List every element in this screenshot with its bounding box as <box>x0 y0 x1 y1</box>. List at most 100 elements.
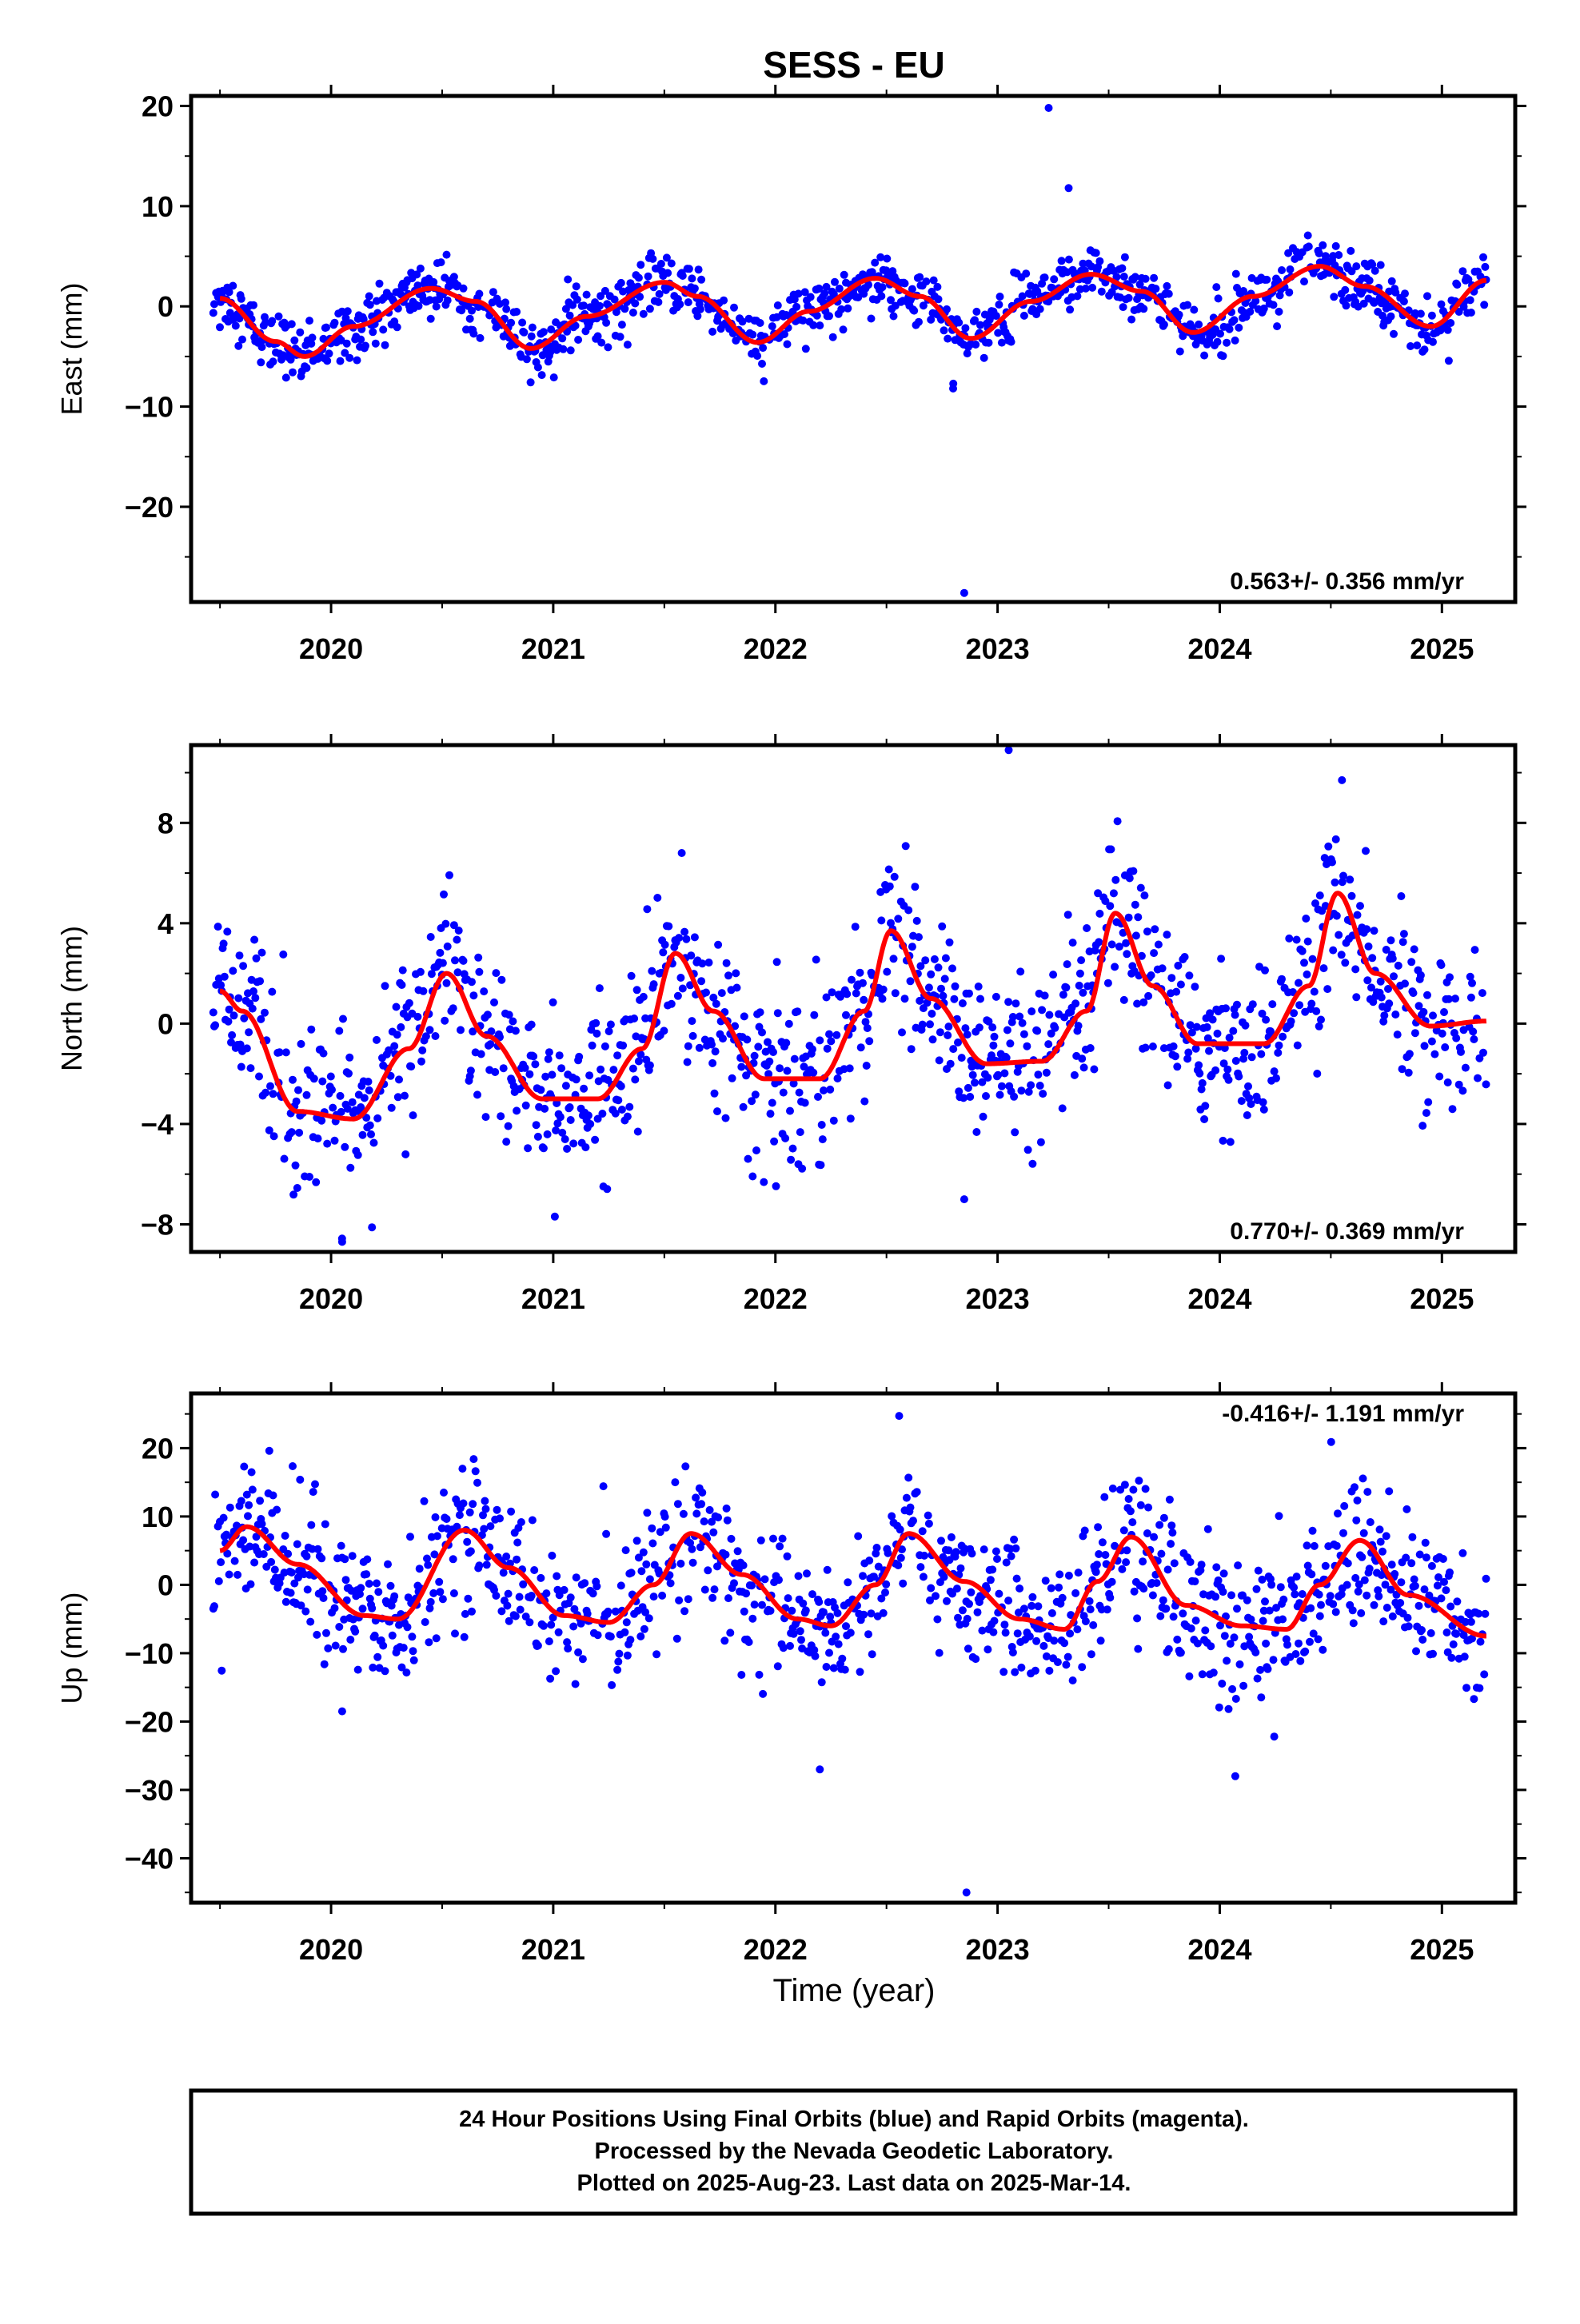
up-data-point <box>1144 1503 1153 1512</box>
up-data-point <box>289 1462 297 1470</box>
east-data-point <box>1259 304 1268 313</box>
up-data-point <box>408 1632 417 1641</box>
up-data-point <box>973 1608 982 1616</box>
north-data-point <box>239 962 248 971</box>
north-data-point <box>213 923 222 931</box>
up-data-point <box>1348 1606 1357 1615</box>
east-data-point <box>889 312 898 321</box>
north-data-point <box>623 1112 632 1121</box>
north-data-point <box>549 998 557 1007</box>
north-data-point <box>770 1137 779 1146</box>
up-data-point <box>1226 1640 1235 1648</box>
up-data-point <box>1453 1597 1462 1606</box>
north-data-point <box>1444 995 1453 1003</box>
east-data-point <box>449 273 458 281</box>
north-data-point <box>1268 1000 1277 1009</box>
east-data-point <box>883 254 892 263</box>
north-data-point <box>1367 983 1375 992</box>
north-data-point <box>1457 1047 1465 1056</box>
north-data-point <box>398 966 407 975</box>
north-data-point <box>1290 1009 1299 1018</box>
north-data-point <box>1163 1081 1172 1090</box>
up-data-point <box>1074 1569 1083 1577</box>
up-data-point <box>1292 1573 1301 1581</box>
east-data-point <box>459 284 468 293</box>
north-data-point <box>883 967 892 976</box>
up-data-point <box>1219 1569 1228 1578</box>
up-data-point <box>1120 1481 1129 1489</box>
up-data-point <box>995 1589 1003 1598</box>
north-data-point <box>1446 973 1454 982</box>
up-data-point <box>860 1610 868 1619</box>
north-data-point <box>438 959 447 967</box>
north-data-point <box>1441 1043 1450 1051</box>
up-data-point <box>641 1608 650 1616</box>
up-data-point <box>769 1534 777 1543</box>
north-data-point <box>1139 998 1148 1007</box>
north-data-point <box>911 883 920 891</box>
up-data-point <box>555 1591 564 1600</box>
east-data-point <box>225 309 234 317</box>
north-data-point <box>369 1138 378 1147</box>
up-data-point <box>1085 1597 1094 1605</box>
up-data-point <box>948 1589 956 1598</box>
east-data-point <box>1219 352 1227 361</box>
north-data-point <box>1134 913 1143 922</box>
north-data-point <box>459 956 468 965</box>
up-data-point <box>572 1573 581 1582</box>
north-data-point <box>1320 854 1329 863</box>
up-data-point <box>940 1573 948 1581</box>
north-data-point <box>1272 1074 1280 1082</box>
north-data-point <box>1094 889 1103 898</box>
up-data-point <box>1155 1521 1164 1529</box>
up-outlier-point <box>337 1707 346 1716</box>
north-data-point <box>894 915 903 923</box>
east-data-point <box>783 340 792 349</box>
east-data-point <box>229 281 237 290</box>
up-data-point <box>293 1540 301 1549</box>
east-data-point <box>1040 273 1049 282</box>
up-data-point <box>920 1551 928 1560</box>
up-data-point <box>421 1618 429 1626</box>
up-data-point <box>649 1593 658 1601</box>
north-data-point <box>845 1064 854 1073</box>
up-data-point <box>801 1606 810 1615</box>
up-data-point <box>810 1646 819 1654</box>
up-data-point <box>223 1549 232 1558</box>
up-data-point <box>622 1618 631 1627</box>
north-data-point <box>1035 1082 1044 1090</box>
north-data-point <box>1385 999 1394 1008</box>
east-data-point <box>792 302 801 311</box>
north-data-point <box>1198 1078 1207 1087</box>
north-data-point <box>975 1023 984 1032</box>
up-data-point <box>1062 1660 1071 1669</box>
up-data-point <box>616 1581 625 1590</box>
east-data-point <box>831 277 839 286</box>
east-data-point <box>690 284 699 293</box>
north-data-point <box>401 1091 409 1100</box>
north-data-point <box>281 1048 290 1057</box>
east-data-point <box>1370 298 1379 307</box>
footer-box: 24 Hour Positions Using Final Orbits (bl… <box>189 2088 1518 2216</box>
up-data-point <box>1370 1600 1379 1609</box>
up-data-point <box>1067 1611 1075 1620</box>
north-data-point <box>449 1004 457 1013</box>
up-data-point <box>507 1507 516 1516</box>
up-data-point <box>1092 1561 1101 1569</box>
up-data-point <box>1170 1559 1179 1568</box>
up-y-tick-label: 20 <box>142 1432 174 1465</box>
north-data-point <box>292 1097 301 1106</box>
north-data-point <box>611 1109 620 1118</box>
up-data-point <box>1086 1605 1095 1614</box>
east-data-point <box>1391 288 1400 297</box>
east-data-point <box>1386 312 1395 321</box>
east-data-point <box>342 339 351 348</box>
north-data-point <box>1090 1065 1099 1074</box>
up-data-point <box>1012 1574 1021 1583</box>
east-data-point <box>1387 277 1396 285</box>
up-data-point <box>1103 1605 1111 1614</box>
north-data-point <box>708 1058 717 1067</box>
north-data-point <box>586 1120 595 1128</box>
north-data-point <box>695 1043 704 1052</box>
north-data-point <box>1111 963 1119 971</box>
